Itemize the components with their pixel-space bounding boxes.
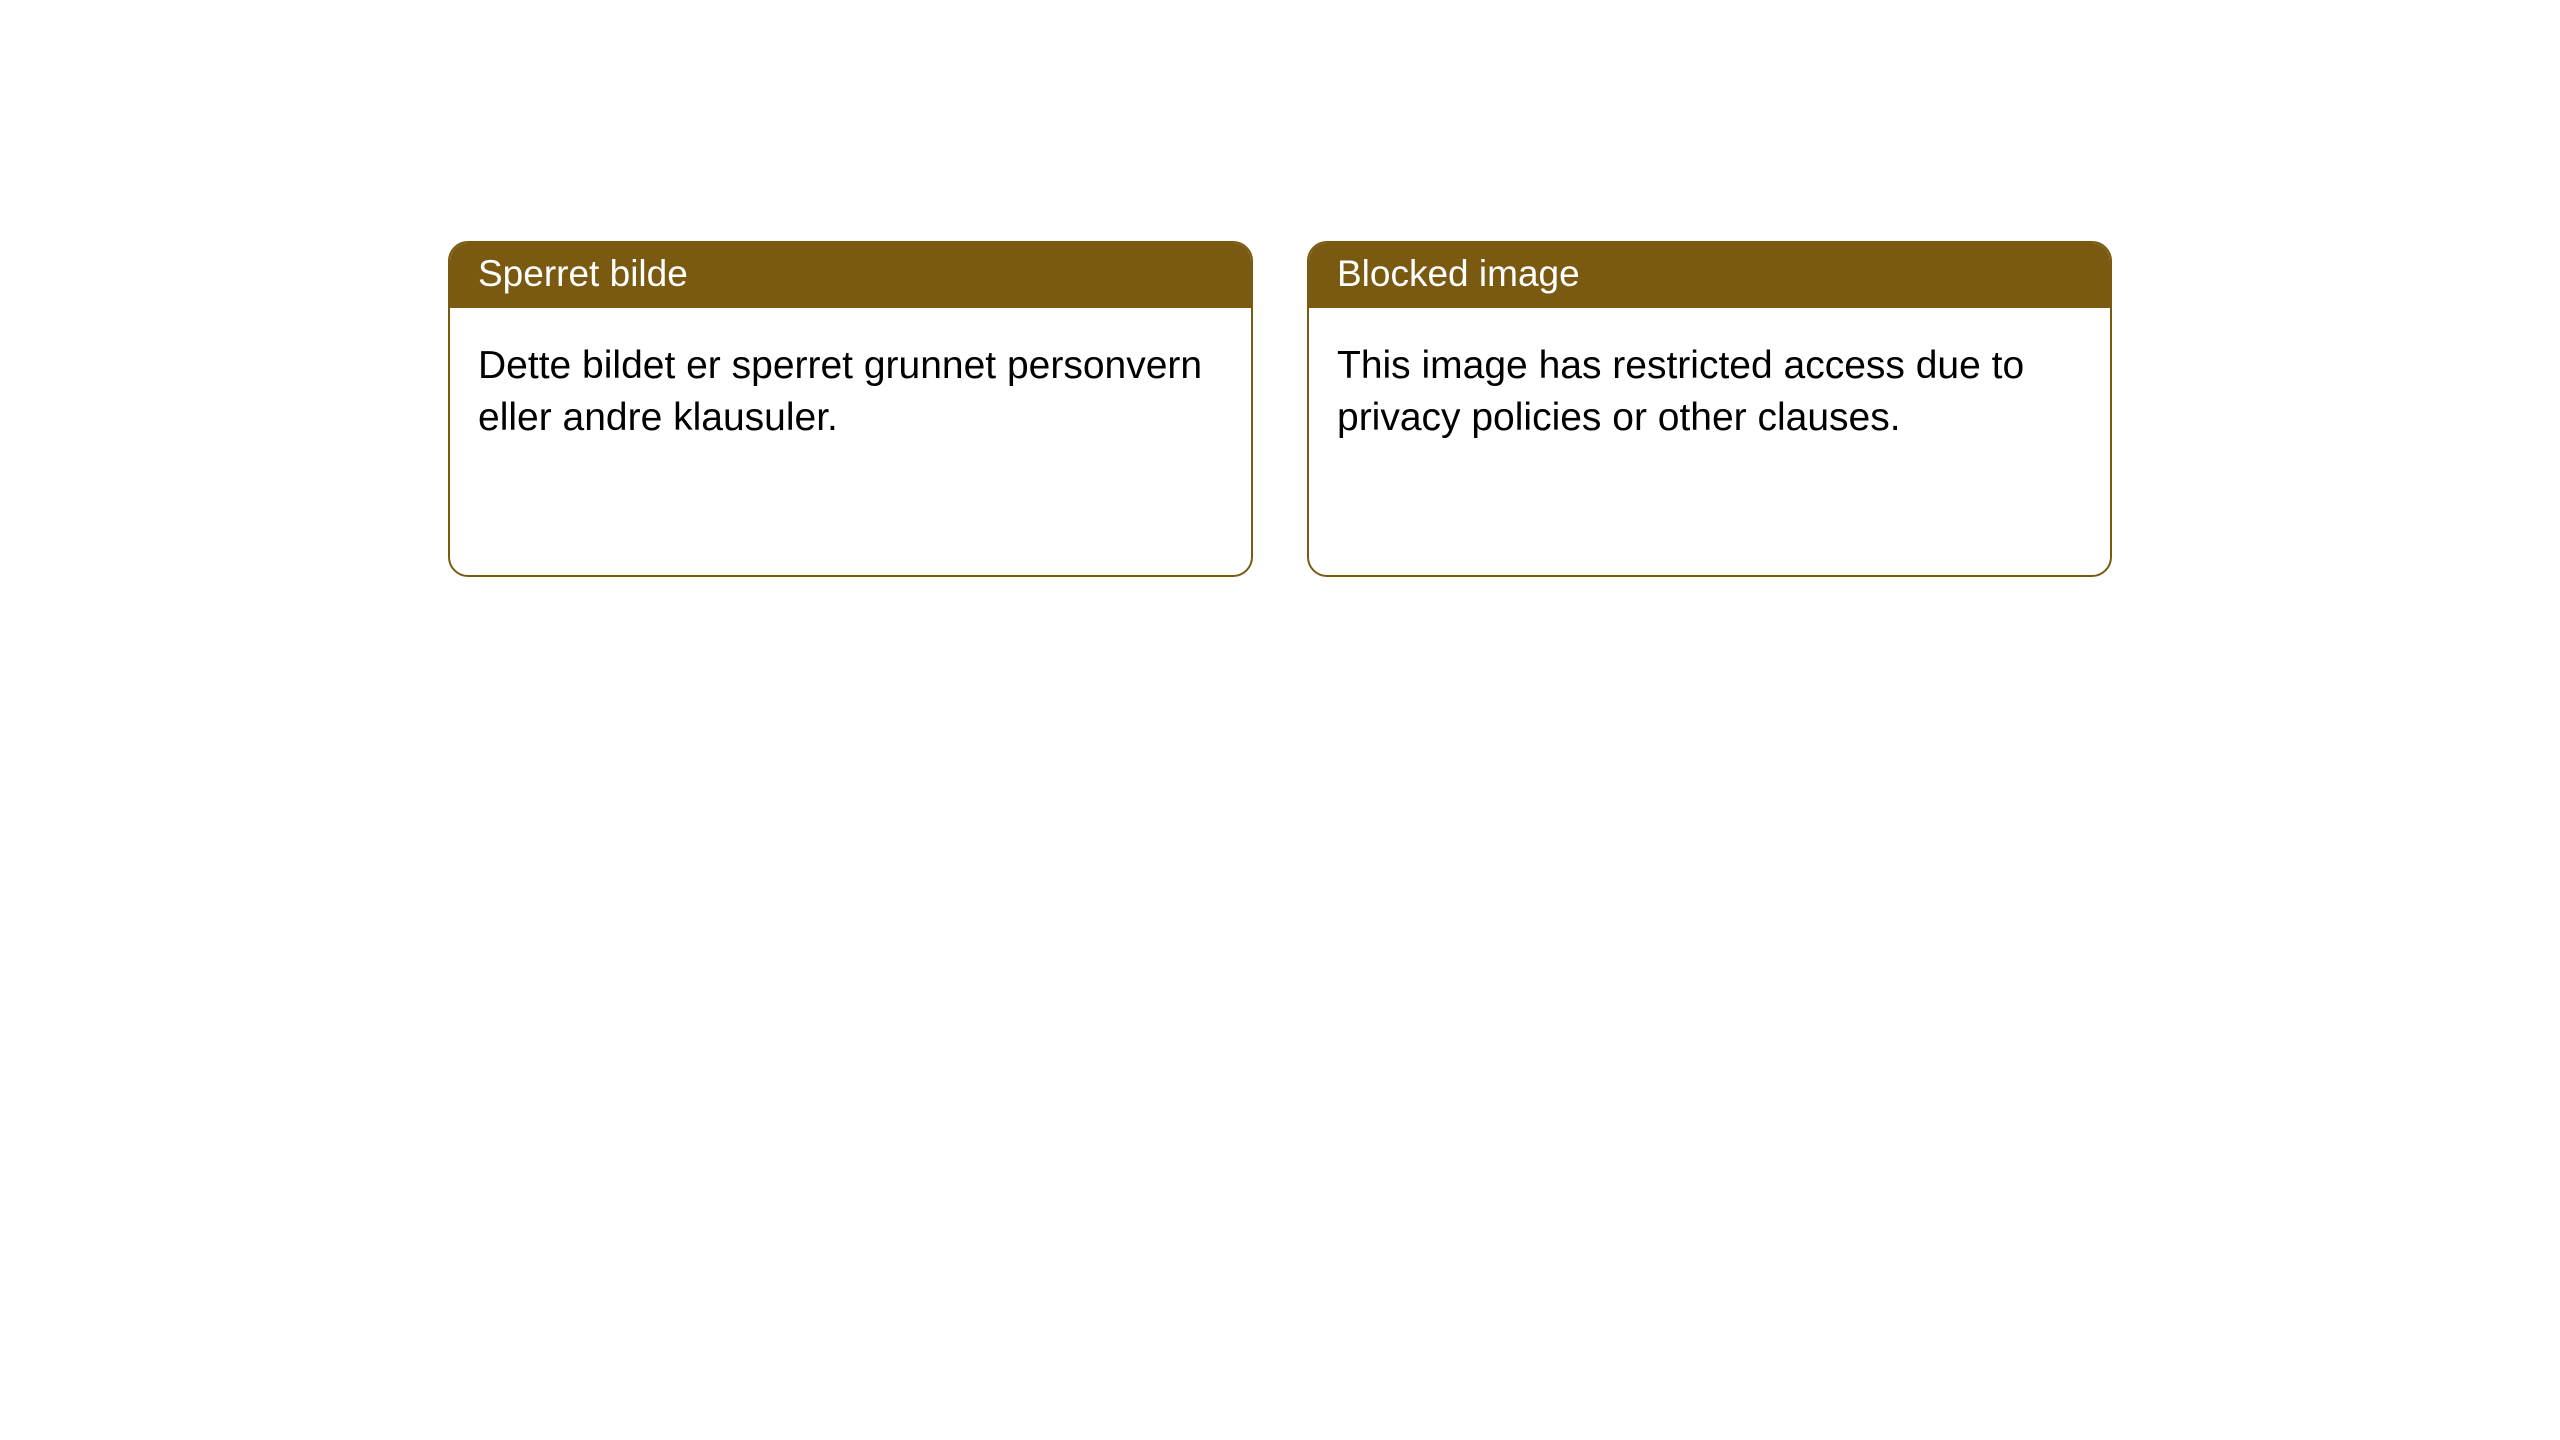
notice-container: Sperret bilde Dette bildet er sperret gr…	[0, 0, 2560, 577]
notice-card-norwegian: Sperret bilde Dette bildet er sperret gr…	[448, 241, 1253, 577]
notice-title-english: Blocked image	[1309, 243, 2110, 308]
notice-body-norwegian: Dette bildet er sperret grunnet personve…	[450, 308, 1251, 476]
notice-body-english: This image has restricted access due to …	[1309, 308, 2110, 476]
notice-card-english: Blocked image This image has restricted …	[1307, 241, 2112, 577]
notice-title-norwegian: Sperret bilde	[450, 243, 1251, 308]
